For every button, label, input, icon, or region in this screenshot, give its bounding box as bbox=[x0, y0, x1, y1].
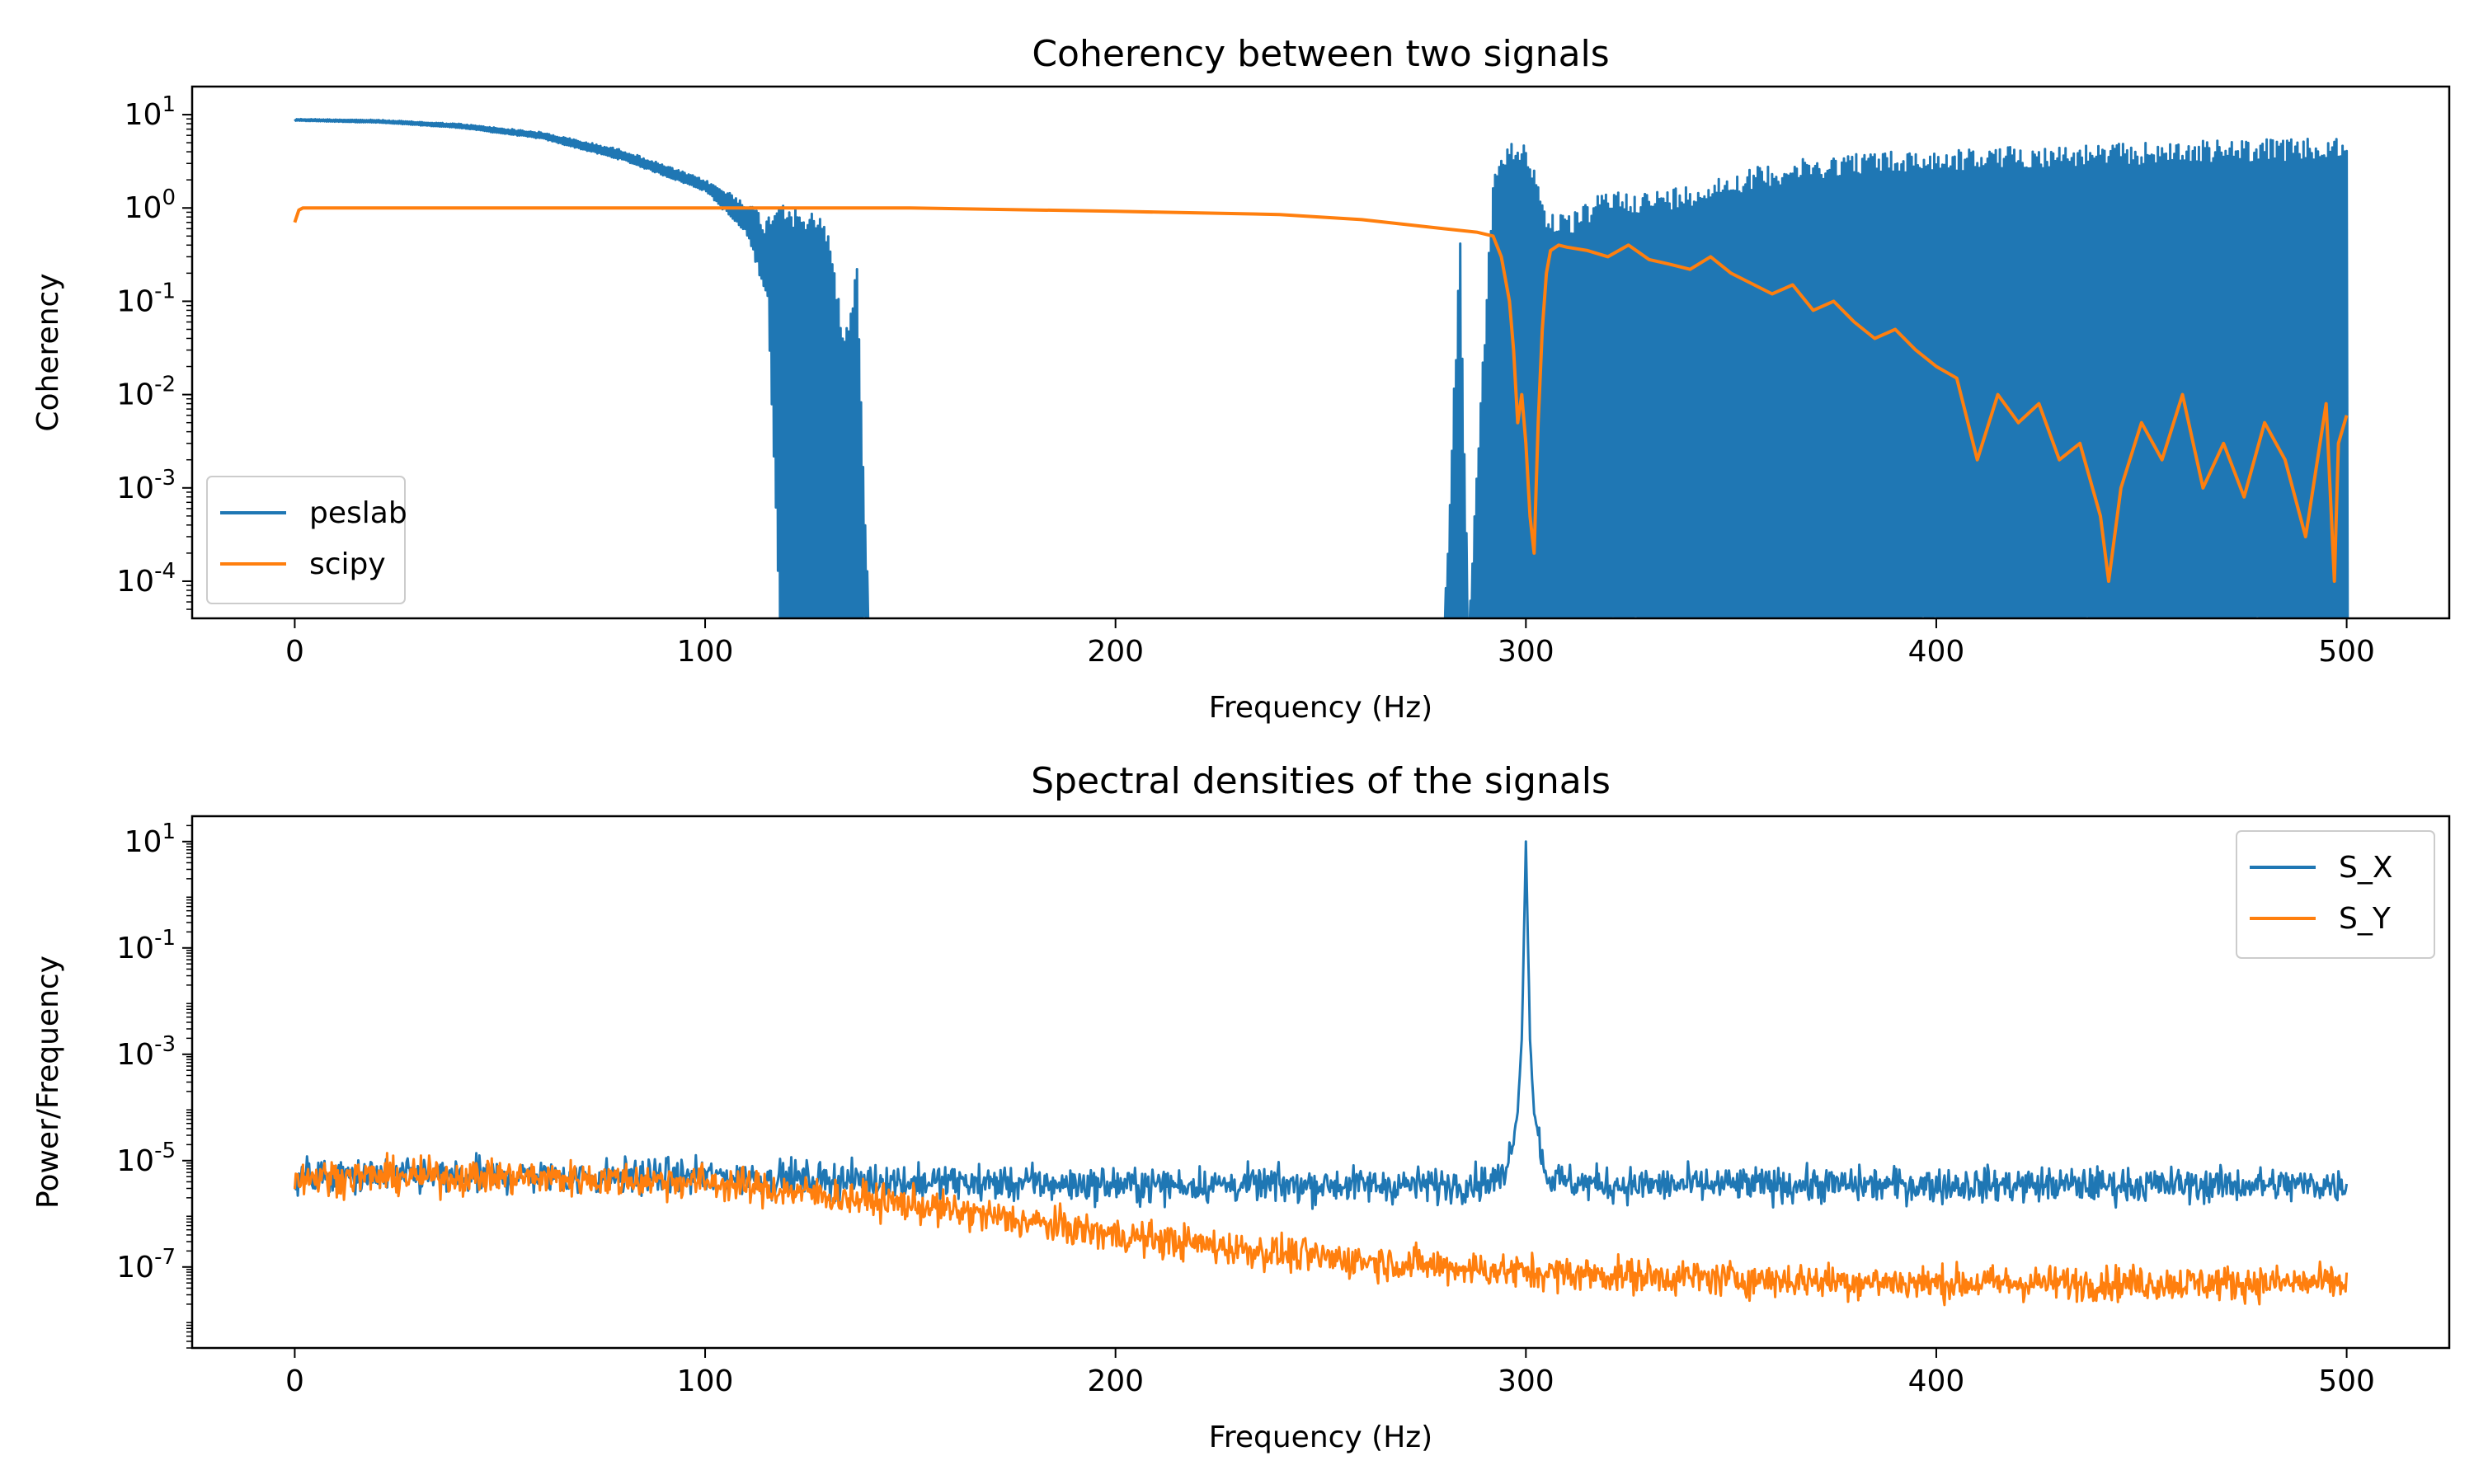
y-tick-label: 10-1 bbox=[116, 279, 176, 318]
y-tick-label: 101 bbox=[125, 819, 176, 859]
x-tick-label: 400 bbox=[1908, 1364, 1965, 1398]
series-s-x bbox=[293, 840, 2349, 1210]
x-tick-label: 100 bbox=[677, 635, 734, 669]
chart-title: Spectral densities of the signals bbox=[1031, 760, 1611, 802]
x-tick-label: 300 bbox=[1498, 635, 1554, 669]
x-tick-label: 500 bbox=[2318, 635, 2375, 669]
y-tick-label: 10-4 bbox=[116, 559, 176, 599]
y-tick-label: 10-5 bbox=[116, 1139, 176, 1178]
legend-label: S_X bbox=[2339, 851, 2393, 885]
x-tick-label: 200 bbox=[1087, 635, 1144, 669]
chart-2: 0 100 200 300 400 500 10-7 10-5 10-3 10-1 101 Spect… bbox=[31, 760, 2451, 1454]
x-tick-label: 500 bbox=[2318, 1364, 2375, 1398]
x-axis-label: Frequency (Hz) bbox=[1209, 691, 1432, 725]
x-tick-label: 300 bbox=[1498, 1364, 1554, 1398]
y-tick-label: 10-7 bbox=[116, 1245, 176, 1284]
x-tick-label: 400 bbox=[1908, 635, 1965, 669]
axes-frame bbox=[190, 85, 2451, 620]
series-scipy bbox=[293, 206, 2349, 583]
x-tick-label: 100 bbox=[677, 1364, 734, 1398]
legend: peslab scipy bbox=[206, 476, 407, 604]
series-peslab bbox=[294, 117, 2349, 618]
x-axis-label: Frequency (Hz) bbox=[1209, 1421, 1432, 1454]
y-tick-label: 10-3 bbox=[116, 466, 176, 505]
y-tick-label: 100 bbox=[125, 186, 176, 225]
plot-area bbox=[293, 840, 2349, 1307]
plot-area bbox=[293, 117, 2349, 618]
y-tick-label: 10-3 bbox=[116, 1032, 176, 1072]
x-tick-label: 0 bbox=[285, 635, 304, 669]
x-tick-label: 200 bbox=[1087, 1364, 1144, 1398]
legend-label: scipy bbox=[309, 547, 386, 581]
y-tick-label: 101 bbox=[125, 92, 176, 132]
y-axis-label: Power/Frequency bbox=[31, 956, 65, 1209]
y-tick-label: 10-2 bbox=[116, 373, 176, 412]
axes-frame bbox=[190, 815, 2451, 1350]
series-s-y bbox=[293, 1152, 2349, 1307]
y-axis-label: Coherency bbox=[31, 273, 65, 431]
legend-label: S_Y bbox=[2339, 902, 2392, 936]
y-tick-label: 10-1 bbox=[116, 926, 176, 965]
x-tick-label: 0 bbox=[285, 1364, 304, 1398]
chart-title: Coherency between two signals bbox=[1032, 33, 1609, 75]
chart-1: 0 100 200 300 400 500 10-4 10-3 10-2 10-1 100 101 Co… bbox=[31, 33, 2451, 725]
legend-label: peslab bbox=[309, 496, 407, 530]
legend: S_X S_Y bbox=[2236, 830, 2435, 959]
